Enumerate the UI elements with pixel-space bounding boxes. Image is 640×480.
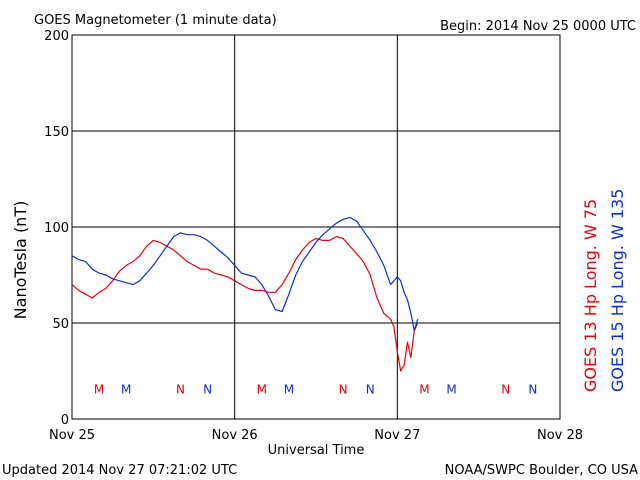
y-tick-label: 50 [52,317,69,332]
series-line-goes15 [71,216,419,332]
noon-marker: N [528,382,537,396]
noon-marker: N [203,382,212,396]
midnight-marker: M [446,382,456,396]
legend-goes13: GOES 13 Hp Long. W 75 [581,199,600,392]
x-tick-label: Nov 26 [212,428,258,443]
noon-marker: N [501,382,510,396]
midnight-marker: M [94,382,104,396]
y-tick-label: 0 [61,413,69,428]
y-tick-label: 200 [44,29,69,44]
midnight-marker: M [121,382,131,396]
updated-timestamp: Updated 2014 Nov 27 07:21:02 UTC [2,463,237,478]
y-axis-title: NanoTesla (nT) [11,201,30,320]
midnight-marker: M [284,382,294,396]
x-axis-title: Universal Time [268,443,365,458]
noon-marker: N [176,382,185,396]
series-line-goes13 [71,236,419,372]
midnight-marker: M [419,382,429,396]
x-tick-label: Nov 25 [49,428,95,443]
y-tick-label: 100 [44,221,69,236]
noon-marker: N [339,382,348,396]
begin-time: Begin: 2014 Nov 25 0000 UTC [440,19,636,34]
credit: NOAA/SWPC Boulder, CO USA [445,463,638,478]
x-tick-label: Nov 27 [374,428,420,443]
legend-goes15: GOES 15 Hp Long. W 135 [608,189,627,392]
x-tick-label: Nov 28 [537,428,583,443]
y-tick-label: 150 [44,125,69,140]
chart-title: GOES Magnetometer (1 minute data) [34,13,277,28]
midnight-marker: M [257,382,267,396]
noon-marker: N [366,382,375,396]
plot-area: 0 50 100 150 200 Nov 25 Nov 26 Nov 27 Nov 28 M M N N… [44,29,583,443]
